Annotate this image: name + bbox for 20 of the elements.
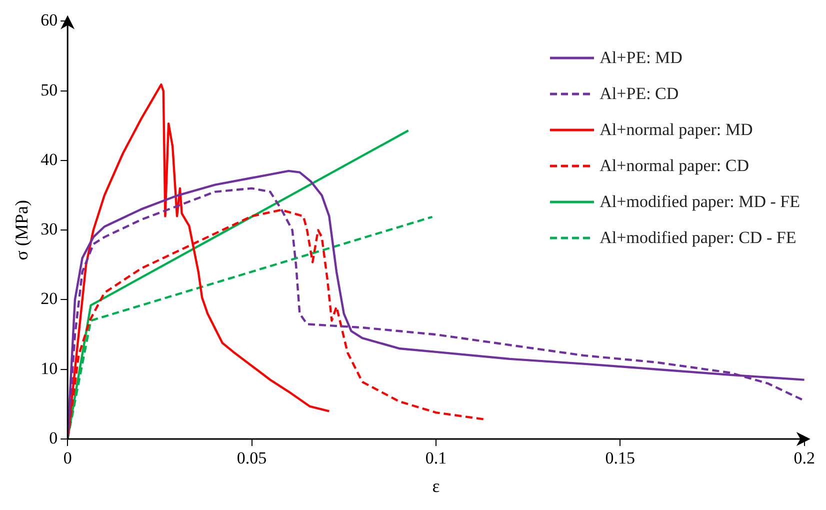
y-tick-label: 10 <box>40 358 58 378</box>
x-tick-label: 0.1 <box>425 448 447 468</box>
x-tick-label: 0.05 <box>236 448 267 468</box>
y-tick-label: 0 <box>49 428 58 448</box>
y-axis-title: σ (MPa) <box>12 200 32 260</box>
y-tick-label: 50 <box>40 80 58 100</box>
y-tick-label: 40 <box>40 150 58 169</box>
legend-label: Al+modified paper: CD - FE <box>600 228 796 248</box>
y-tick-label: 20 <box>40 289 58 308</box>
y-tick-label: 60 <box>40 10 58 30</box>
legend-label: Al+PE: MD <box>600 48 682 68</box>
x-axis-title: ε <box>432 476 440 496</box>
y-tick-label: 30 <box>40 220 58 239</box>
x-tick-label: 0 <box>63 448 72 468</box>
legend-label: Al+normal paper: MD <box>600 120 753 140</box>
legend-label: Al+normal paper: CD <box>600 156 749 176</box>
x-tick-label: 0.2 <box>794 448 815 468</box>
legend-label: Al+PE: CD <box>600 84 679 104</box>
x-tick-label: 0.15 <box>605 448 636 468</box>
legend-label: Al+modified paper: MD - FE <box>600 192 800 212</box>
